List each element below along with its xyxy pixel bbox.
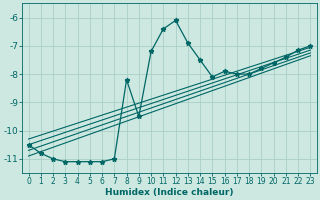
- X-axis label: Humidex (Indice chaleur): Humidex (Indice chaleur): [105, 188, 234, 197]
